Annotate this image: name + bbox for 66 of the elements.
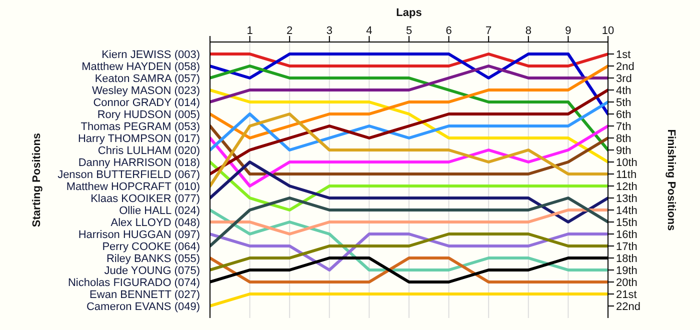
y2-tick-label: 4th [616, 84, 632, 97]
series-label: Harry THOMPSON (017) [78, 133, 200, 145]
x-tick-label: 5 [406, 25, 412, 37]
y2-tick-label: 19th [616, 264, 638, 277]
series-label: Matthew HAYDEN (058) [82, 61, 200, 73]
y2-tick-label: 5th [616, 96, 632, 109]
x-tick-label: 9 [565, 25, 572, 37]
x-axis-title: Laps [396, 6, 422, 19]
series-label: Ollie HALL (024) [119, 205, 200, 217]
series-label: Connor GRADY (014) [93, 97, 200, 109]
y2-tick-label: 11th [616, 168, 637, 181]
series-label: Perry COOKE (064) [102, 241, 200, 253]
y2-tick-label: 10th [616, 156, 638, 169]
x-tick-label: 8 [525, 25, 532, 37]
series-label: Kiern JEWISS (003) [102, 49, 200, 61]
series-label: Riley BANKS (055) [106, 253, 200, 265]
series-label: Alex LLOYD (048) [110, 217, 200, 229]
y2-tick-label: 21st [616, 288, 637, 301]
series-label: Jude YOUNG (075) [104, 265, 200, 277]
series-label: Cameron EVANS (049) [86, 301, 200, 313]
series-label: Klaas KOOIKER (077) [90, 193, 200, 205]
y2-tick-label: 1st [616, 48, 631, 61]
series-label: Chris LULHAM (020) [98, 145, 200, 157]
series-label: Harrison HUGGAN (097) [78, 229, 200, 241]
x-tick-label: 7 [486, 25, 492, 37]
line-series [210, 160, 608, 212]
series-label: Keaton SAMRA (057) [94, 73, 200, 85]
x-tick-label: 6 [446, 25, 452, 37]
line-series [210, 100, 608, 152]
series-label: Matthew HOPCRAFT (010) [66, 181, 200, 193]
y2-tick-label: 8th [616, 132, 632, 145]
x-tick-label: 10 [602, 25, 614, 37]
line-series [210, 124, 608, 176]
y2-tick-label: 15th [616, 216, 638, 229]
series-label: Jenson BUTTERFIELD (067) [58, 169, 200, 181]
series-label: Rory HUDSON (005) [97, 109, 200, 121]
y2-axis-title: Finishing Positions [665, 129, 678, 231]
series-label: Nicholas FIGURADO (074) [68, 277, 200, 289]
x-tick-label: 4 [366, 25, 372, 37]
line-series [210, 124, 608, 188]
line-series [210, 52, 608, 116]
y2-tick-label: 17th [616, 240, 638, 253]
series-label: Thomas PEGRAM (053) [80, 121, 200, 133]
text: Starting Positions [31, 132, 43, 228]
line-series [210, 112, 608, 188]
x-tick-label: 1 [246, 25, 253, 37]
line-series [210, 64, 608, 104]
y2-tick-label: 16th [616, 228, 638, 241]
y2-tick-label: 14th [616, 204, 638, 217]
y2-tick-label: 22nd [616, 300, 640, 313]
y2-tick-label: 13th [616, 192, 638, 205]
x-tick-label: 3 [326, 25, 332, 37]
y2-tick-label: 3rd [616, 72, 632, 85]
y2-tick-label: 12th [616, 180, 638, 193]
y2-tick-label: 6th [616, 108, 632, 121]
y2-tick-label: 9th [616, 144, 632, 157]
line-series [210, 160, 608, 224]
y2-tick-label: 18th [616, 252, 638, 265]
text: Ewan BENNETT (027) [90, 288, 200, 301]
x-tick-label: 2 [286, 25, 293, 37]
y2-tick-label: 2nd [616, 60, 634, 73]
line-series [210, 196, 608, 248]
series-label: Wesley MASON (023) [92, 85, 200, 97]
series-label: Danny HARRISON (018) [78, 157, 200, 169]
y2-tick-label: 20th [616, 276, 638, 289]
y2-tick-label: 7th [616, 120, 632, 133]
